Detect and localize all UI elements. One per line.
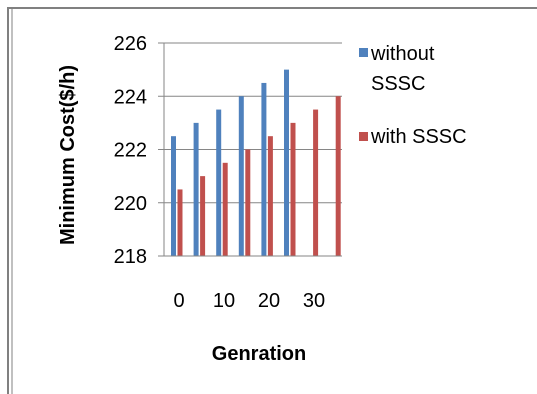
y-axis-title: Minimum Cost($/h) <box>57 65 79 245</box>
bar-with-sssc <box>245 149 251 256</box>
bar-with-sssc <box>267 136 273 256</box>
x-tick-label: 30 <box>303 290 325 312</box>
legend-swatch-without-sssc <box>359 48 368 57</box>
legend-swatch-with-sssc <box>359 132 368 141</box>
x-tick-label: 10 <box>213 290 235 312</box>
bar-without-sssc <box>284 69 289 256</box>
bar-with-sssc <box>200 176 206 256</box>
bar-with-sssc <box>290 122 296 256</box>
axes <box>158 42 342 257</box>
legend: without SSSC with SSSC <box>359 43 467 148</box>
bar-without-sssc <box>171 136 176 256</box>
bar-with-sssc <box>222 162 228 256</box>
bar-with-sssc <box>335 96 341 256</box>
bar-without-sssc <box>216 109 222 256</box>
x-axis-title: Genration <box>212 343 306 365</box>
x-tick-label: 0 <box>173 290 184 312</box>
bar-with-sssc <box>177 189 183 256</box>
tick-labels: 218 220 222 224 226 0 10 20 30 <box>114 33 326 312</box>
y-tick-label: 218 <box>114 246 147 268</box>
bars <box>171 69 341 256</box>
legend-label: without <box>370 43 435 65</box>
legend-label: with SSSC <box>370 126 467 148</box>
bar-with-sssc <box>313 109 319 256</box>
y-tick-label: 224 <box>114 86 147 108</box>
y-tick-label: 226 <box>114 33 147 55</box>
y-tick-label: 222 <box>114 140 147 162</box>
y-tick-label: 220 <box>114 193 147 215</box>
legend-label: SSSC <box>371 73 425 95</box>
bar-without-sssc <box>193 122 199 256</box>
bar-without-sssc <box>261 82 267 256</box>
bar-without-sssc <box>238 96 244 256</box>
x-tick-label: 20 <box>258 290 280 312</box>
